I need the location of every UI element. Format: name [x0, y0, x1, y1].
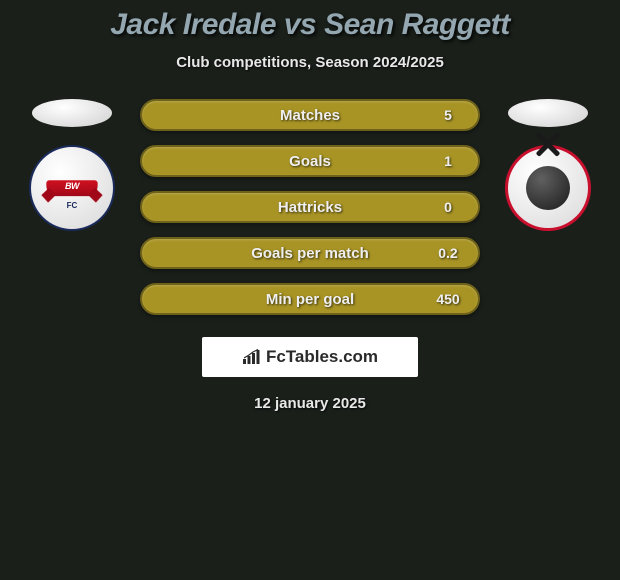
- stats-list: Matches 5 Goals 1 Hattricks 0 Goals per …: [140, 99, 480, 315]
- logo-text: FcTables.com: [266, 347, 378, 367]
- stat-label: Goals per match: [251, 245, 369, 262]
- chart-icon: [242, 349, 262, 365]
- stat-row-gpm: Goals per match 0.2: [140, 237, 480, 269]
- bolton-ribbon: BW: [45, 180, 98, 196]
- club-badge-left: BW FC: [29, 145, 115, 231]
- stat-label: Min per goal: [266, 291, 354, 308]
- right-column: [498, 99, 598, 231]
- comparison-card: Jack Iredale vs Sean Raggett Club compet…: [0, 0, 620, 412]
- stat-right-value: 0.2: [432, 245, 464, 261]
- stat-right-value: 450: [432, 291, 464, 307]
- rotherham-ball-icon: [526, 166, 570, 210]
- club-badge-right: [505, 145, 591, 231]
- stat-label: Goals: [289, 153, 331, 170]
- vs-label: vs: [284, 8, 316, 41]
- title: Jack Iredale vs Sean Raggett: [0, 8, 620, 42]
- player1-avatar: [32, 99, 112, 127]
- stat-right-value: 0: [432, 199, 464, 215]
- player1-name: Jack Iredale: [110, 8, 276, 41]
- stat-row-goals: Goals 1: [140, 145, 480, 177]
- left-column: BW FC: [22, 99, 122, 231]
- stat-row-hattricks: Hattricks 0: [140, 191, 480, 223]
- date-label: 12 january 2025: [0, 395, 620, 412]
- subtitle: Club competitions, Season 2024/2025: [0, 54, 620, 71]
- fctables-logo[interactable]: FcTables.com: [202, 337, 418, 377]
- main-row: BW FC Matches 5 Goals 1 Hattricks 0: [0, 99, 620, 315]
- player2-name: Sean Raggett: [324, 8, 510, 41]
- stat-row-mpg: Min per goal 450: [140, 283, 480, 315]
- bolton-fc: FC: [42, 201, 102, 210]
- stat-right-value: 5: [432, 107, 464, 123]
- player2-avatar: [508, 99, 588, 127]
- rotherham-cross-icon: [533, 130, 563, 160]
- stat-right-value: 1: [432, 153, 464, 169]
- stat-label: Matches: [280, 107, 340, 124]
- stat-row-matches: Matches 5: [140, 99, 480, 131]
- stat-label: Hattricks: [278, 199, 342, 216]
